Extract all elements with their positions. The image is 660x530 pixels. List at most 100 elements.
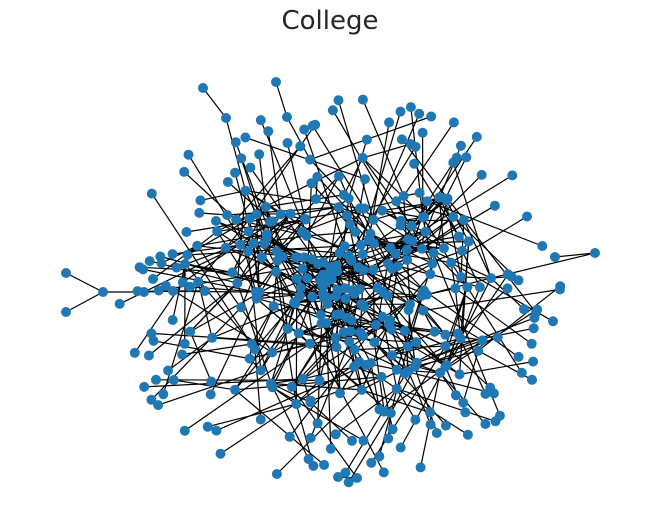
graph-edge — [462, 350, 479, 403]
graph-edge — [416, 317, 535, 364]
graph-node — [168, 375, 179, 385]
graph-edge — [422, 136, 478, 218]
graph-node — [376, 371, 387, 382]
graph-node — [297, 226, 308, 237]
graph-edge — [173, 379, 236, 391]
graph-node — [417, 127, 428, 138]
graph-edge — [325, 322, 341, 394]
graph-node — [306, 178, 317, 189]
graph-node — [354, 356, 365, 367]
graph-node — [163, 365, 174, 376]
graph-node — [321, 277, 332, 288]
graph-node — [182, 249, 193, 260]
graph-edge — [373, 273, 431, 343]
graph-node — [138, 264, 149, 275]
graph-node — [206, 376, 217, 387]
graph-node — [507, 170, 518, 181]
graph-node — [391, 364, 402, 375]
graph-node — [230, 137, 241, 148]
graph-node — [315, 309, 326, 320]
graph-node — [446, 257, 456, 268]
graph-node — [383, 258, 394, 269]
graph-node — [263, 126, 274, 137]
graph-edge — [272, 386, 364, 442]
graph-node — [489, 200, 500, 211]
graph-edge — [245, 136, 366, 180]
graph-node — [267, 347, 278, 358]
graph-node — [488, 388, 499, 399]
graph-edge — [318, 314, 338, 381]
graph-node — [291, 273, 302, 284]
graph-node — [414, 108, 425, 119]
graph-node — [474, 282, 485, 293]
graph-node — [243, 226, 254, 237]
graph-edge — [65, 291, 104, 313]
graph-edge — [463, 219, 492, 279]
graph-node — [333, 202, 344, 213]
graph-node — [527, 374, 537, 385]
graph-node — [297, 263, 308, 274]
graph-edge — [337, 100, 375, 220]
graph-node — [271, 266, 281, 277]
graph-node — [235, 239, 246, 250]
graph-node — [331, 342, 342, 353]
graph-node — [461, 152, 472, 163]
graph-edge — [276, 389, 363, 475]
graph-node — [98, 287, 108, 297]
graph-node — [537, 241, 548, 251]
graph-edge — [423, 288, 560, 312]
graph-edge — [161, 245, 198, 264]
graph-edge — [457, 333, 487, 395]
graph-edge — [390, 346, 409, 414]
graph-node — [395, 220, 406, 231]
graph-edge — [151, 332, 311, 345]
graph-node — [327, 105, 338, 116]
graph-node — [139, 381, 150, 392]
graph-node — [331, 260, 342, 271]
graph-edge — [444, 157, 467, 199]
graph-node — [146, 394, 157, 405]
graph-node — [399, 368, 410, 379]
graph-node — [333, 171, 344, 182]
graph-node — [425, 419, 436, 430]
graph-edge — [408, 309, 416, 367]
graph-node — [285, 208, 296, 219]
graph-node — [240, 185, 251, 196]
graph-node — [267, 216, 278, 227]
graph-edge — [269, 221, 389, 265]
graph-edge — [360, 111, 402, 246]
graph-node — [453, 231, 464, 242]
graph-edge — [293, 302, 385, 473]
graph-node — [146, 328, 157, 339]
graph-node — [357, 94, 368, 105]
graph-node — [254, 149, 265, 160]
graph-node — [177, 277, 188, 288]
graph-edge — [390, 198, 448, 249]
graph-node — [415, 462, 426, 473]
graph-edge — [317, 323, 323, 424]
graph-node — [368, 264, 379, 275]
graph-node — [385, 242, 396, 253]
graph-edge — [227, 181, 273, 222]
graph-edge — [306, 231, 356, 237]
graph-node — [401, 244, 412, 255]
graph-node — [160, 280, 171, 291]
graph-node — [513, 351, 524, 362]
graph-edge — [153, 340, 250, 360]
graph-node — [407, 236, 418, 246]
graph-edge — [248, 219, 306, 233]
graph-edge — [234, 389, 325, 466]
graph-node — [61, 307, 71, 317]
graph-node — [153, 285, 164, 296]
graph-node — [222, 210, 233, 220]
graph-node — [355, 327, 366, 338]
graph-node — [513, 275, 524, 286]
graph-edge — [225, 117, 247, 191]
graph-node — [516, 367, 527, 378]
graph-node — [205, 389, 216, 400]
graph-node — [356, 384, 367, 395]
graph-node — [244, 353, 255, 364]
graph-node — [438, 243, 449, 254]
graph-node — [395, 106, 406, 117]
graph-node — [299, 213, 310, 224]
